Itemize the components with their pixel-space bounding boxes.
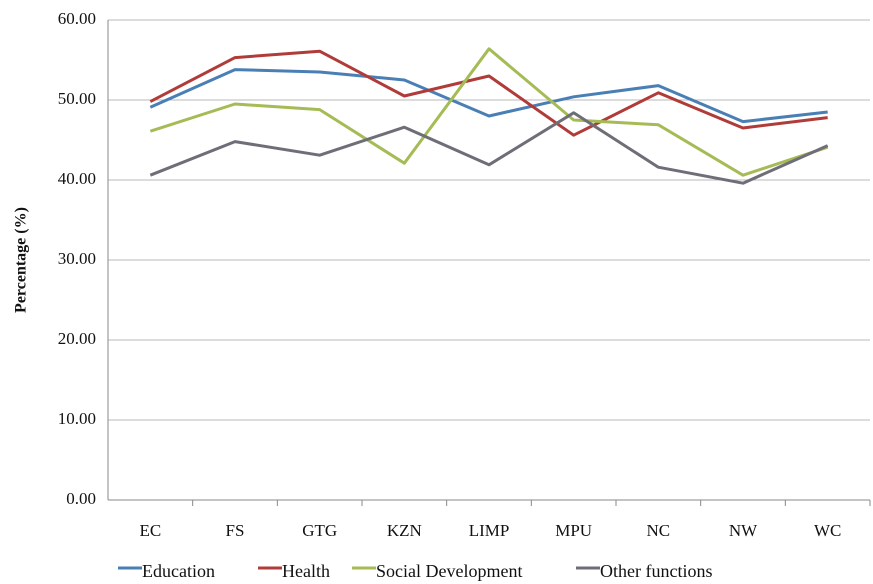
y-axis-label: Percentage (%) xyxy=(13,207,30,313)
series-line xyxy=(149,68,828,124)
series-line xyxy=(149,47,829,177)
y-tick-label: 40.00 xyxy=(58,169,96,188)
x-tick-label: WC xyxy=(814,521,841,540)
x-tick-label: NW xyxy=(729,521,758,540)
x-tick-label: FS xyxy=(226,521,245,540)
y-tick-label: 60.00 xyxy=(58,9,96,28)
legend-label: Health xyxy=(282,561,330,581)
y-tick-label: 10.00 xyxy=(58,409,96,428)
y-tick-label: 30.00 xyxy=(58,249,96,268)
x-tick-label: EC xyxy=(139,521,161,540)
y-tick-label: 50.00 xyxy=(58,89,96,108)
x-tick-label: NC xyxy=(647,521,671,540)
x-tick-label: LIMP xyxy=(469,521,510,540)
y-tick-label: 20.00 xyxy=(58,329,96,348)
series-line xyxy=(149,49,828,137)
x-tick-label: GTG xyxy=(302,521,337,540)
x-tick-label: KZN xyxy=(387,521,422,540)
legend-label: Other functions xyxy=(600,561,712,581)
legend-label: Education xyxy=(142,561,215,581)
y-tick-label: 0.00 xyxy=(66,489,96,508)
series-line xyxy=(149,111,829,185)
legend-label: Social Development xyxy=(376,561,522,581)
x-tick-label: MPU xyxy=(555,521,592,540)
